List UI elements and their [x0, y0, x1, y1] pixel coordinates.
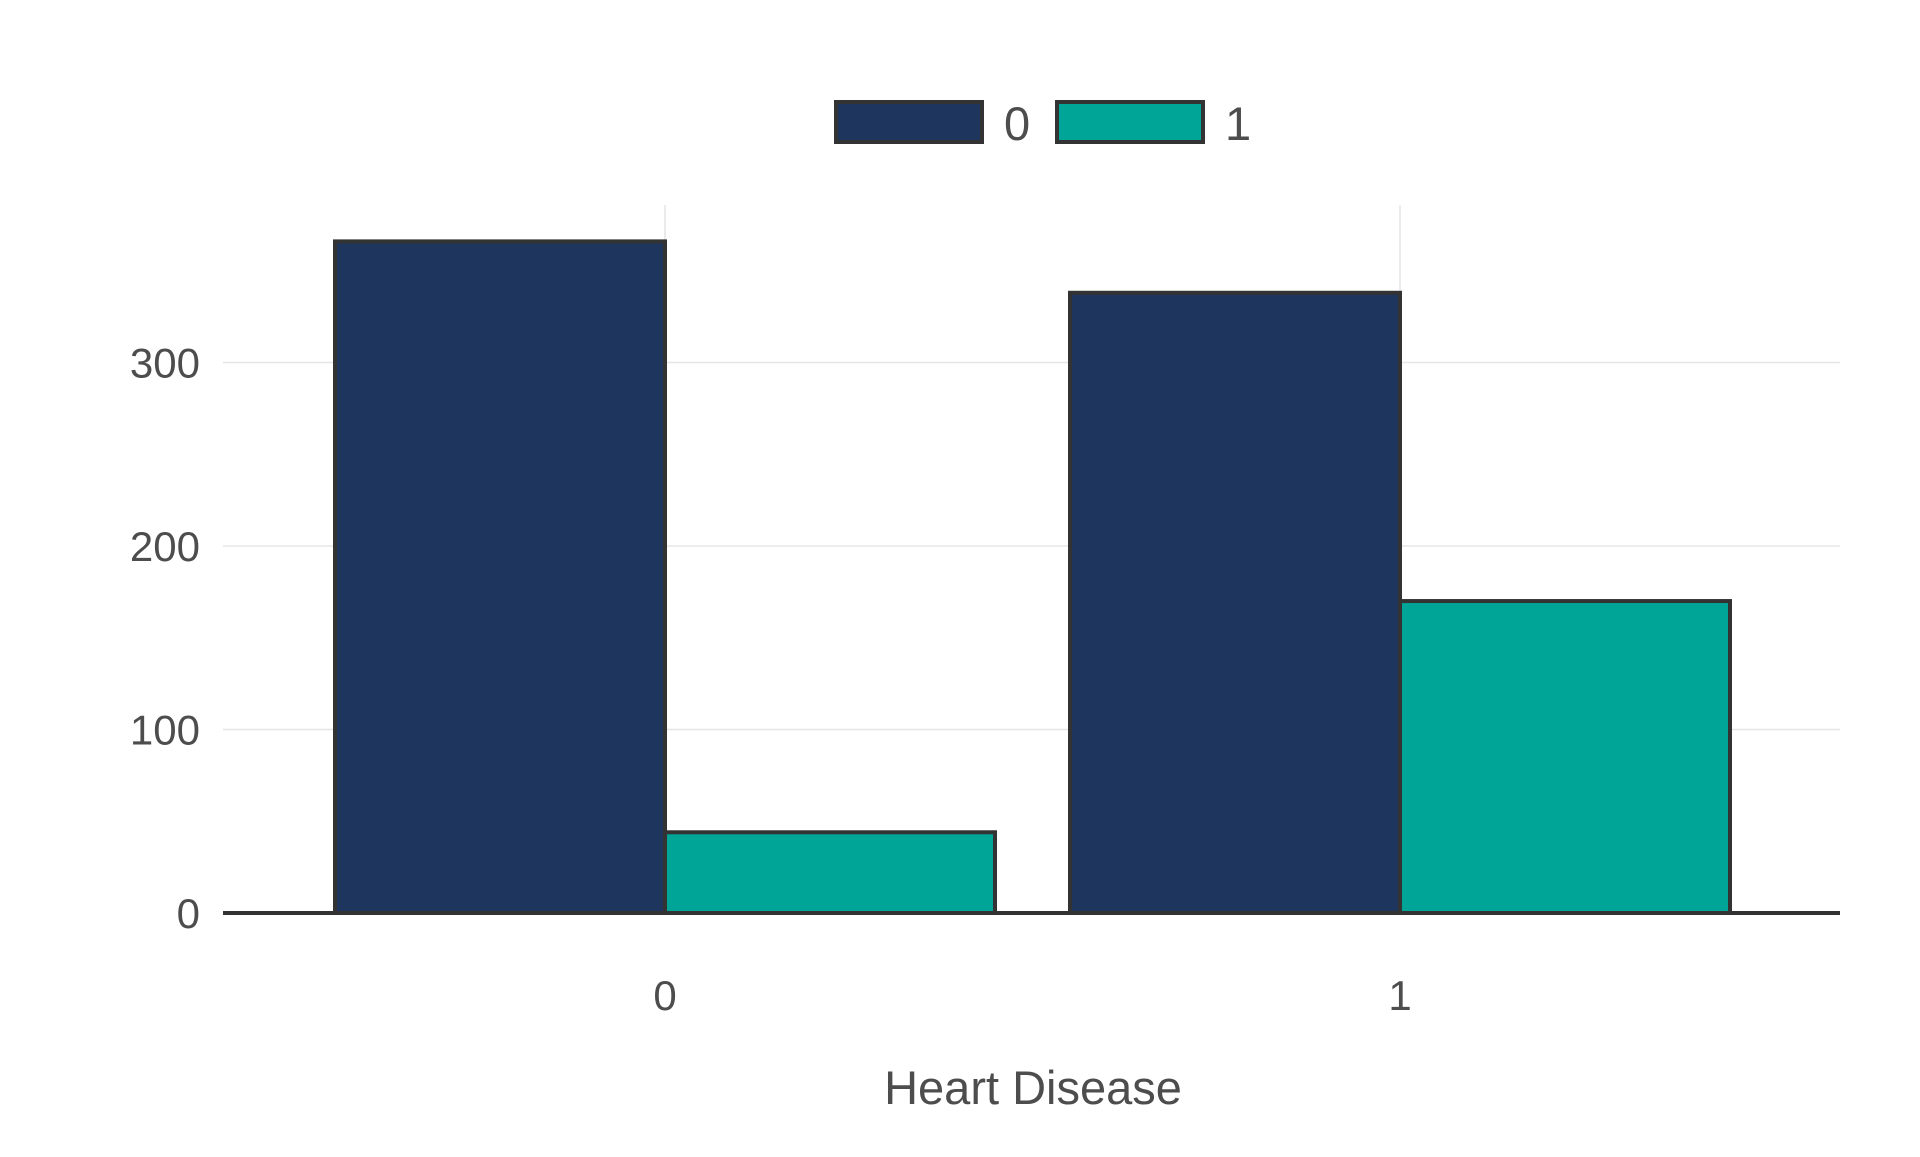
bars: [335, 241, 1730, 913]
y-tick-label: 0: [177, 890, 200, 937]
bar-cat-1-series-0: [1070, 293, 1400, 913]
y-tick-label: 200: [130, 523, 200, 570]
legend-label-1: 1: [1225, 97, 1251, 150]
x-tick-label: 1: [1388, 972, 1411, 1019]
legend-label-0: 0: [1004, 97, 1030, 150]
y-tick-label: 100: [130, 707, 200, 754]
y-tick-label: 300: [130, 340, 200, 387]
bar-cat-0-series-0: [335, 241, 665, 913]
legend-swatch-1: [1057, 102, 1203, 142]
x-axis-title: Heart Disease: [884, 1061, 1182, 1114]
bar-cat-1-series-1: [1400, 601, 1730, 913]
bar-cat-0-series-1: [665, 832, 995, 913]
x-tick-label: 0: [653, 972, 676, 1019]
legend-swatch-0: [836, 102, 982, 142]
